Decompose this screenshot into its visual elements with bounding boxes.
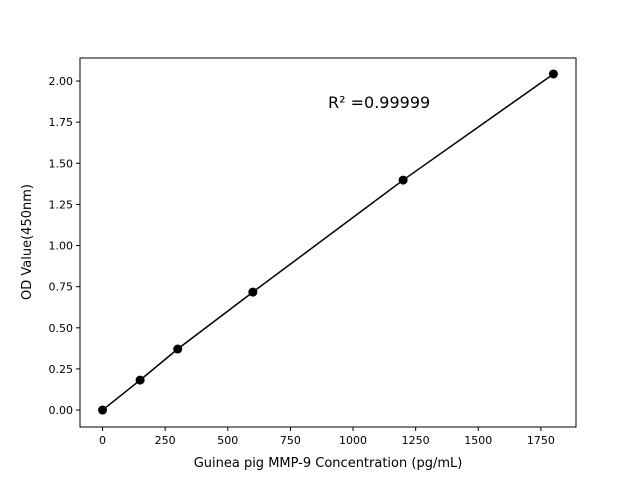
- y-axis-label: OD Value(450nm): [20, 184, 35, 300]
- y-tick-label: 1.25: [49, 198, 74, 211]
- x-tick-label: 750: [280, 434, 301, 447]
- r-squared-annotation: R² =0.99999: [328, 93, 430, 112]
- plot-frame: [79, 57, 577, 428]
- data-point: [173, 344, 183, 354]
- y-tick-label: 1.75: [49, 116, 74, 129]
- data-point: [248, 287, 258, 297]
- x-tick-label: 1500: [464, 434, 492, 447]
- x-tick-label: 250: [155, 434, 176, 447]
- y-axis: 0.00 0.25 0.50 0.75 1.00 1.25 1.50 1.75 2.00: [49, 75, 80, 417]
- y-tick-label: 0.75: [49, 281, 74, 294]
- data-point: [98, 405, 108, 415]
- series-line: [102, 73, 554, 411]
- x-axis-label: Guinea pig MMP-9 Concentration (pg/mL): [194, 456, 463, 471]
- data-point: [398, 175, 408, 185]
- x-tick-label: 1250: [402, 434, 430, 447]
- x-tick-label: 500: [217, 434, 238, 447]
- x-tick-label: 1000: [339, 434, 367, 447]
- y-tick-label: 1.00: [49, 240, 74, 253]
- y-tick-label: 0.25: [49, 363, 74, 376]
- y-tick-label: 0.50: [49, 322, 74, 335]
- y-tick-label: 2.00: [49, 75, 74, 88]
- y-tick-label: 0.00: [49, 404, 74, 417]
- x-tick-label: 1750: [527, 434, 555, 447]
- data-point: [548, 69, 558, 79]
- data-points: [98, 69, 558, 415]
- x-axis: 0 250 500 750 1000 1250 1500 1750: [99, 427, 555, 447]
- data-point: [135, 375, 145, 385]
- y-tick-label: 1.50: [49, 157, 74, 170]
- x-tick-label: 0: [99, 434, 106, 447]
